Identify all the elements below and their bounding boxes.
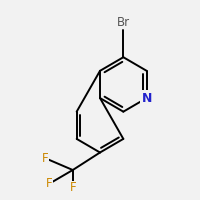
- Text: Br: Br: [117, 16, 130, 29]
- Text: F: F: [42, 152, 49, 165]
- Text: F: F: [46, 177, 53, 190]
- Text: N: N: [141, 92, 152, 105]
- Text: F: F: [69, 181, 76, 194]
